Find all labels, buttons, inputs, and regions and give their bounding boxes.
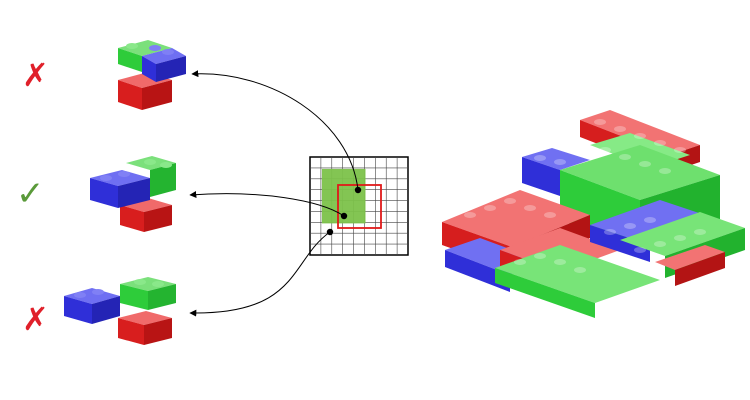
brick-stud bbox=[599, 147, 611, 153]
brick-stud bbox=[524, 205, 536, 211]
selection-grid bbox=[309, 156, 409, 256]
grid-selection-box bbox=[337, 184, 382, 229]
brick-stud bbox=[694, 229, 706, 235]
brick-stud bbox=[654, 241, 666, 247]
brick-stud bbox=[604, 229, 616, 235]
reject-mark-icon: ✗ bbox=[22, 300, 49, 338]
accept-mark-icon: ✓ bbox=[16, 174, 45, 214]
reject-mark-icon: ✗ bbox=[22, 56, 49, 94]
brick-stud bbox=[639, 161, 651, 167]
brick-stud bbox=[674, 235, 686, 241]
brick-stud bbox=[594, 119, 606, 125]
brick-stud bbox=[659, 168, 671, 174]
brick-stud bbox=[574, 267, 586, 273]
brick-stud bbox=[514, 259, 526, 265]
brick-stud bbox=[534, 253, 546, 259]
brick-assembly bbox=[442, 110, 745, 318]
brick-option-1 bbox=[118, 40, 186, 110]
brick-stud bbox=[644, 217, 656, 223]
brick-stud bbox=[554, 159, 566, 165]
brick-stud bbox=[619, 154, 631, 160]
brick-stud bbox=[484, 205, 496, 211]
brick-stud bbox=[504, 198, 516, 204]
arrow-to-option-3 bbox=[189, 231, 331, 317]
brick-stud bbox=[534, 155, 546, 161]
brick-stud bbox=[554, 259, 566, 265]
brick-stud bbox=[614, 126, 626, 132]
brick-stud bbox=[654, 140, 666, 146]
brick-stud bbox=[674, 147, 686, 153]
brick-stud bbox=[624, 223, 636, 229]
brick-stud bbox=[634, 247, 646, 253]
brick-option-2 bbox=[90, 156, 176, 232]
brick-option-3 bbox=[64, 277, 176, 345]
brick-stud bbox=[544, 212, 556, 218]
brick-stud bbox=[464, 212, 476, 218]
arrow-to-option-2 bbox=[189, 191, 345, 217]
connector-arrows bbox=[189, 70, 359, 317]
brick-stud bbox=[634, 133, 646, 139]
arrow-to-option-1 bbox=[191, 70, 359, 191]
